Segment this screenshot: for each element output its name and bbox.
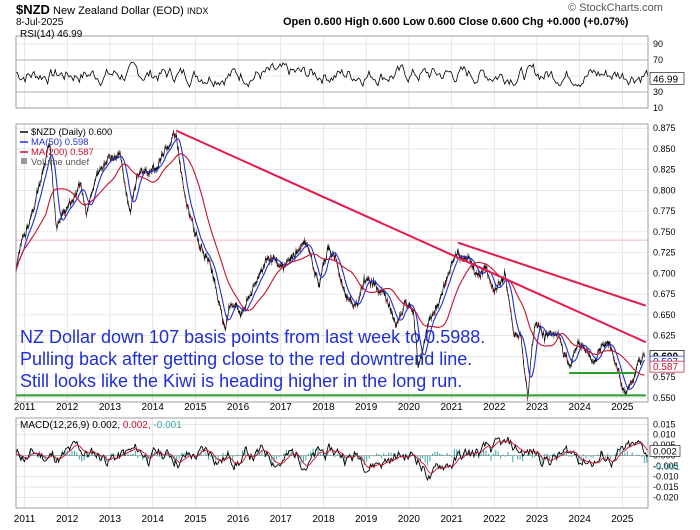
downtrend-line <box>457 241 647 307</box>
year-label: 2022 <box>483 402 506 413</box>
legend-label: Volume undef <box>31 157 89 168</box>
annotation: NZ Dollar down 107 basis points from las… <box>20 326 485 392</box>
macd-tick-label: 0.015 <box>653 419 676 429</box>
year-label: 2018 <box>312 514 335 525</box>
macd-title-part: -0.001 <box>151 420 183 431</box>
exchange: INDX <box>186 6 209 16</box>
macd-title: MACD(12,26,9) 0.002, 0.002, -0.001 <box>20 420 182 431</box>
panel-frame <box>15 417 649 509</box>
legend-label: $NZD (Daily) 0.600 <box>31 127 112 138</box>
macd-current-box <box>649 445 681 457</box>
price-tick-label: 0.700 <box>653 268 676 278</box>
year-label: 2015 <box>184 514 207 525</box>
watermark: © StockCharts.com <box>568 2 663 14</box>
rsi-tick-label: 30 <box>653 87 663 97</box>
rsi-tick-label: 90 <box>653 39 663 49</box>
year-label: 2013 <box>99 514 122 525</box>
symbol: $NZD <box>16 2 50 17</box>
year-label: 2018 <box>312 402 335 413</box>
symbol-title: $NZD New Zealand Dollar (EOD) INDX <box>16 2 208 17</box>
year-label: 2023 <box>526 402 549 413</box>
year-label: 2022 <box>483 514 506 525</box>
year-label: 2024 <box>569 402 592 413</box>
rsi-current-label: 46.99 <box>653 74 678 85</box>
rsi-tick-label: 70 <box>653 55 663 65</box>
annotation-line-2: Pulling back after getting close to the … <box>20 349 473 369</box>
rsi-line <box>15 61 649 89</box>
panel-frame <box>15 123 649 403</box>
year-label: 2014 <box>142 402 165 413</box>
price-tick-label: 0.650 <box>653 310 676 320</box>
year-label: 2016 <box>227 402 250 413</box>
legend-swatch <box>21 158 27 164</box>
year-label: 2016 <box>227 514 250 525</box>
price-tick-label: 0.725 <box>653 248 676 258</box>
price-tick-label: 0.575 <box>653 372 676 382</box>
year-label: 2019 <box>355 514 378 525</box>
year-label: 2025 <box>611 514 634 525</box>
macd-x-axis: 2011 2012 2013 2014 2015 2016 2017 2018 2019 2020… <box>14 514 634 525</box>
year-label: 2013 <box>99 402 122 413</box>
legend-label: MA(200) 0.587 <box>31 147 94 158</box>
price-x-axis: 2011 2012 2013 2014 2015 2016 2017 2018 2019 2020… <box>14 402 634 413</box>
macd-title-part: 0.002, <box>120 420 151 431</box>
year-label: 2019 <box>355 402 378 413</box>
price-tick-label: 0.550 <box>653 393 676 403</box>
ma200-line <box>15 153 645 376</box>
macd-tick-label: 0.010 <box>653 430 676 440</box>
price-tick-label: 0.750 <box>653 227 676 237</box>
year-label: 2021 <box>440 514 463 525</box>
year-label: 2024 <box>569 514 592 525</box>
macd-title-part: MACD(12,26,9) 0.002, <box>20 420 120 431</box>
price-tick-label: 0.625 <box>653 331 676 341</box>
macd-line <box>15 436 649 482</box>
price-tick-label: 0.775 <box>653 206 676 216</box>
year-label: 2011 <box>14 402 36 413</box>
chart-date: 8-Jul-2025 <box>16 17 64 28</box>
price-value-box <box>649 360 685 373</box>
price-tick-label: 0.800 <box>653 185 676 195</box>
macd-tick-label: -0.020 <box>653 493 679 503</box>
year-label: 2011 <box>14 514 36 525</box>
price-tick-label: 0.850 <box>653 144 676 154</box>
macd-tick-label: -0.010 <box>653 472 679 482</box>
legend-label: MA(50) 0.598 <box>31 137 89 148</box>
year-label: 2020 <box>398 514 421 525</box>
year-label: 2021 <box>440 402 463 413</box>
rsi-title: RSI(14) 46.99 <box>20 29 83 40</box>
ma50-line <box>15 138 646 391</box>
year-label: 2017 <box>270 514 293 525</box>
macd-tick-label: -0.015 <box>653 482 679 492</box>
annotation-line-3: Still looks like the Kiwi is heading hig… <box>20 371 463 391</box>
panel-frame <box>15 35 649 109</box>
macd-hist-current-label: -0.001 <box>653 462 680 473</box>
price-panel: 0.5500.5750.6000.6250.6500.6750.7000.725… <box>15 123 685 403</box>
year-label: 2025 <box>611 402 634 413</box>
rsi-tick-label: 10 <box>653 103 663 113</box>
price-tick-label: 0.825 <box>653 165 676 175</box>
downtrend-line <box>175 129 647 344</box>
price-value-label: 0.587 <box>653 362 678 373</box>
macd-tick-label: -0.005 <box>653 461 679 471</box>
annotation-line-1: NZ Dollar down 107 basis points from las… <box>20 327 486 347</box>
ohlc-readout: Open 0.600 High 0.600 Low 0.600 Close 0.… <box>283 16 629 28</box>
instrument-name: New Zealand Dollar (EOD) <box>53 5 184 17</box>
price-tick-label: 0.675 <box>653 289 676 299</box>
year-label: 2014 <box>142 514 165 525</box>
rsi-current-box <box>649 72 685 85</box>
year-label: 2017 <box>270 402 293 413</box>
macd-current-label: 0.002 <box>653 446 677 457</box>
price-tick-label: 0.875 <box>653 123 676 133</box>
year-label: 2020 <box>398 402 421 413</box>
year-label: 2012 <box>56 514 79 525</box>
year-label: 2012 <box>56 402 79 413</box>
year-label: 2015 <box>184 402 207 413</box>
macd-signal-line <box>15 440 649 474</box>
year-label: 2023 <box>526 514 549 525</box>
macd-panel: 0.0150.0100.0050.000-0.005-0.010-0.015-0… <box>15 417 681 509</box>
